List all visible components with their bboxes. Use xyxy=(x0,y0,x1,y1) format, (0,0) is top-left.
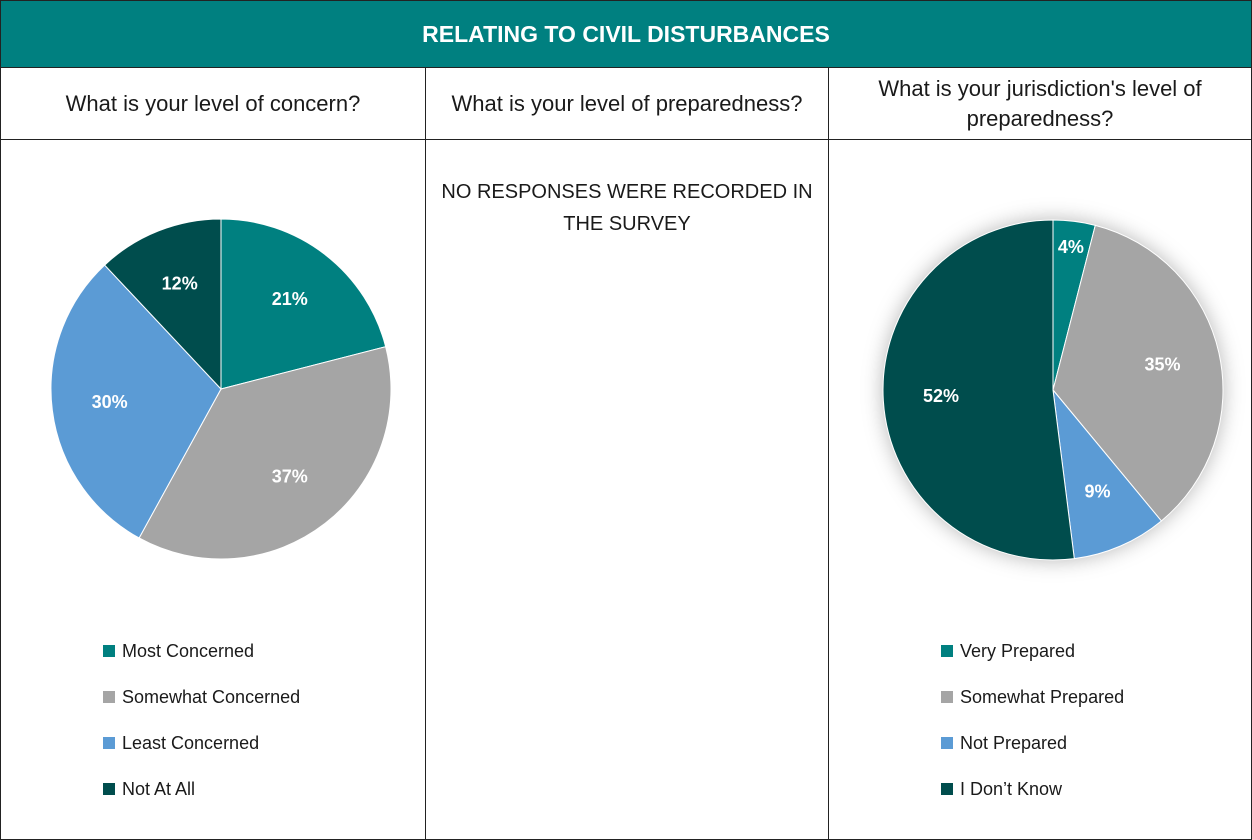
slice-data-label: 12% xyxy=(162,273,198,293)
question-preparedness: What is your level of preparedness? xyxy=(426,68,828,140)
legend-item: Least Concerned xyxy=(103,720,300,766)
legend-swatch xyxy=(941,737,953,749)
column-preparedness: What is your level of preparedness? NO R… xyxy=(426,68,829,839)
legend-swatch xyxy=(941,645,953,657)
legend-item: Somewhat Concerned xyxy=(103,674,300,720)
jurisdiction-pie-chart: 4% 35% 9% 52% xyxy=(882,219,1224,561)
slice-data-label: 21% xyxy=(272,289,308,309)
slice-data-label: 4% xyxy=(1058,237,1084,257)
legend-label: Not Prepared xyxy=(960,732,1068,753)
slice-data-label: 52% xyxy=(923,386,959,406)
legend-swatch xyxy=(103,645,115,657)
no-responses-note: NO RESPONSES WERE RECORDED IN THE SURVEY xyxy=(441,181,813,235)
pie-slice xyxy=(103,218,222,391)
legend-label: I Don’t Know xyxy=(960,778,1063,799)
legend-swatch xyxy=(941,691,953,703)
legend-item: Somewhat Prepared xyxy=(941,674,1124,720)
legend-label: Somewhat Concerned xyxy=(122,686,301,707)
legend-swatch xyxy=(103,691,115,703)
legend-item: Very Prepared xyxy=(941,628,1124,674)
pie-slice xyxy=(138,346,392,560)
pie-slice xyxy=(1052,388,1163,560)
slice-data-label: 9% xyxy=(1085,482,1111,502)
legend-swatch xyxy=(103,737,115,749)
legend-swatch xyxy=(103,783,115,795)
concern-pie-chart: 21% 37% 30% 12% xyxy=(50,218,392,560)
legend-item: Not Prepared xyxy=(941,720,1124,766)
slice-data-label: 30% xyxy=(92,392,128,412)
legend-swatch xyxy=(941,783,953,795)
legend-item: Not At All xyxy=(103,766,300,812)
legend-label: Somewhat Prepared xyxy=(960,686,1125,707)
legend-label: Least Concerned xyxy=(122,732,260,753)
legend-label: Not At All xyxy=(122,778,196,799)
legend-item: I Don’t Know xyxy=(941,766,1124,812)
pie-slice xyxy=(220,218,387,390)
pie-slice xyxy=(882,219,1075,561)
pie-slice xyxy=(50,264,222,539)
pie-slice xyxy=(1052,224,1224,522)
question-concern: What is your level of concern? xyxy=(1,68,425,140)
column-jurisdiction: What is your jurisdiction's level of pre… xyxy=(829,68,1251,839)
legend-label: Most Concerned xyxy=(122,640,255,661)
column-concern: What is your level of concern? 21% 37% 30%… xyxy=(1,68,426,839)
slice-data-label: 35% xyxy=(1144,354,1180,374)
jurisdiction-legend: Very Prepared Somewhat Prepared Not Prepar… xyxy=(941,628,1124,812)
legend-label: Very Prepared xyxy=(960,640,1076,661)
legend-item: Most Concerned xyxy=(103,628,300,674)
table-title: RELATING TO CIVIL DISTURBANCES xyxy=(1,1,1251,68)
concern-legend: Most Concerned Somewhat Concerned Least Co… xyxy=(103,628,300,812)
slice-data-label: 37% xyxy=(272,466,308,486)
question-jurisdiction: What is your jurisdiction's level of pre… xyxy=(829,68,1251,140)
